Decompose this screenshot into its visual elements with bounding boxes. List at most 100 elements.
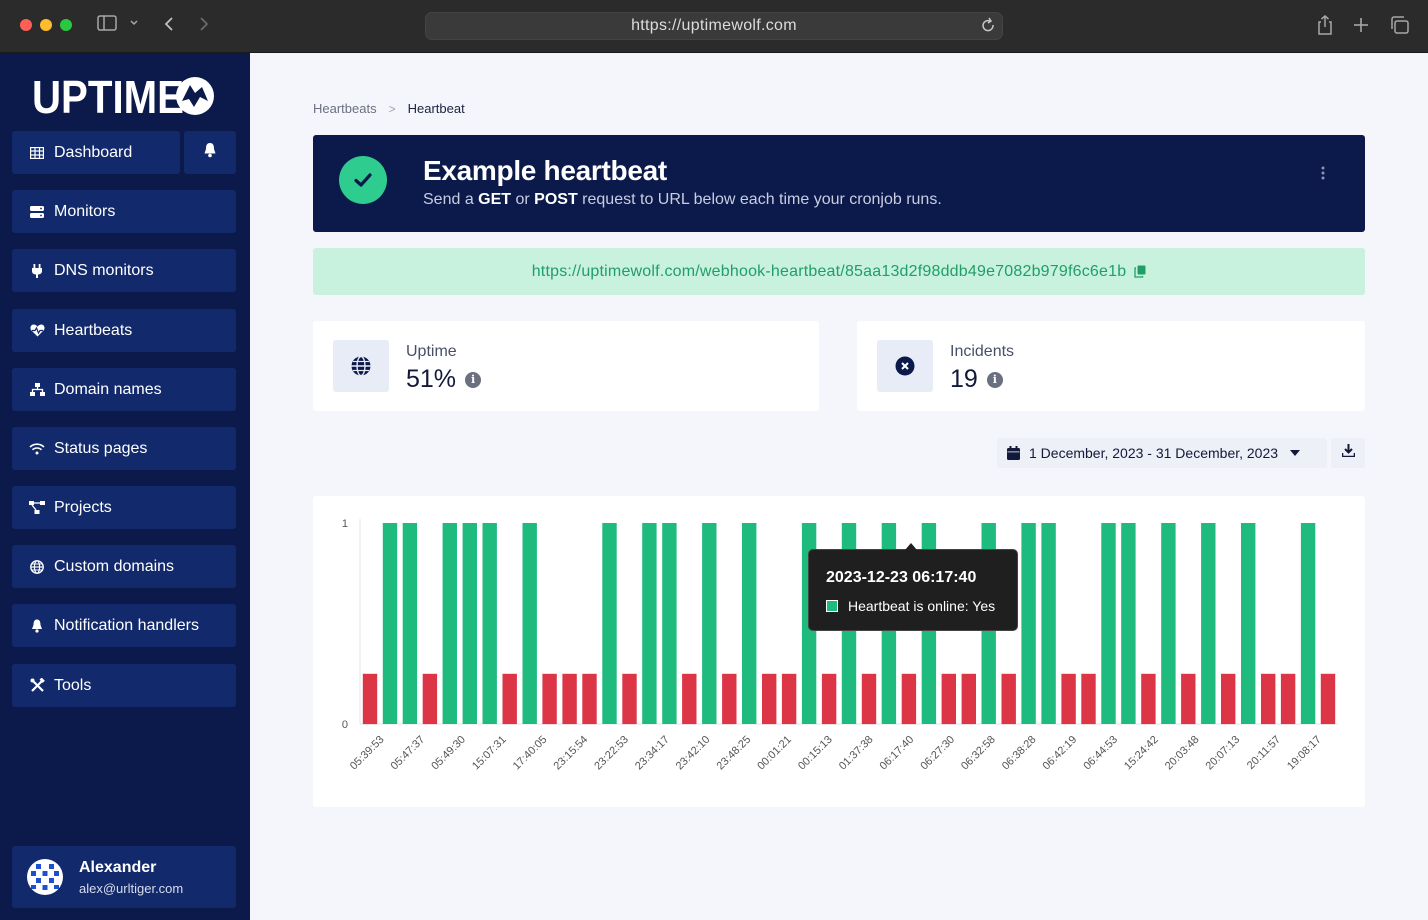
date-range-picker[interactable]: 1 December, 2023 - 31 December, 2023 [997,438,1327,468]
download-button[interactable] [1331,438,1365,468]
incidents-value: 19 [950,365,978,393]
online-bar[interactable] [1041,523,1056,724]
tabs-icon[interactable] [1390,14,1410,41]
main-content: Heartbeats > Heartbeat Example heartbeat… [250,53,1428,920]
sidebar-item-dashboard[interactable]: Dashboard [12,131,180,174]
x-tick-label: 06:38:28 [1000,734,1039,773]
sidebar-item-label: Monitors [54,202,116,220]
offline-bar[interactable] [762,673,777,725]
offline-bar[interactable] [781,673,797,725]
offline-bar[interactable] [901,673,917,725]
bell-icon [29,619,45,633]
back-icon[interactable] [163,14,175,39]
close-window-button[interactable] [20,19,32,31]
sidebar-item-projects[interactable]: Projects [12,486,236,529]
heartbeat-chart: 0 1 05:39:53 05:47:37 05:49:30 15:07:31 17:40:… [313,496,1365,807]
online-bar[interactable] [522,523,537,724]
online-bar[interactable] [702,523,717,724]
offline-bar[interactable] [542,673,557,725]
offline-bar[interactable] [1081,673,1096,725]
sidebar-toggle-icon[interactable] [97,14,117,37]
offline-bar[interactable] [1261,673,1276,725]
more-options-icon[interactable] [1321,165,1325,181]
uptimewolf-logo[interactable]: UPTIME [32,71,216,123]
online-bar[interactable] [382,523,398,724]
offline-bar[interactable] [821,673,837,725]
subtitle-get: GET [478,191,512,208]
zoom-window-button[interactable] [60,19,72,31]
x-tick-label: 06:32:58 [959,734,998,773]
sidebar-item-monitors[interactable]: Monitors [12,190,236,233]
notifications-button[interactable] [184,131,236,174]
online-bar[interactable] [662,523,677,724]
uptime-value: 51% [406,365,457,393]
online-bar[interactable] [1101,523,1116,724]
info-icon[interactable]: i [986,371,1003,388]
online-bar[interactable] [402,523,418,724]
reload-icon[interactable] [982,13,996,48]
x-tick-label: 06:27:30 [918,734,957,773]
offline-bar[interactable] [562,673,577,725]
online-bar[interactable] [442,523,457,724]
sidebar-item-tools[interactable]: Tools [12,664,236,707]
offline-bar[interactable] [362,673,378,725]
chevron-down-icon[interactable] [129,14,139,37]
webhook-url[interactable]: https://uptimewolf.com/webhook-heartbeat… [531,262,1127,280]
sidebar-item-heartbeats[interactable]: Heartbeats [12,309,236,352]
offline-bar[interactable] [1280,673,1296,725]
tooltip-title: 2023-12-23 06:17:40 [826,569,977,586]
offline-bar[interactable] [1141,673,1156,725]
x-tick-label: 00:15:13 [796,734,835,773]
offline-bar[interactable] [582,673,597,725]
online-bar[interactable] [602,523,617,724]
offline-bar[interactable] [622,673,637,725]
offline-bar[interactable] [1181,673,1196,725]
breadcrumb-parent[interactable]: Heartbeats [313,101,377,116]
online-bar[interactable] [1241,523,1256,724]
bell-icon [203,142,217,163]
new-tab-icon[interactable] [1352,14,1370,41]
offline-bar[interactable] [422,673,438,725]
x-tick-label: 23:48:25 [715,734,754,773]
heart-pulse-icon [29,324,45,337]
offline-bar[interactable] [722,673,737,725]
minimize-window-button[interactable] [40,19,52,31]
offline-bar[interactable] [502,673,517,725]
offline-bar[interactable] [1001,673,1016,725]
online-bar[interactable] [1201,523,1216,724]
offline-bar[interactable] [1061,673,1076,725]
online-bar[interactable] [1161,523,1176,724]
offline-bar[interactable] [682,673,697,725]
online-bar[interactable] [742,523,757,724]
online-bar[interactable] [1021,523,1036,724]
offline-bar[interactable] [941,673,956,725]
x-tick-label: 15:24:42 [1122,734,1161,773]
x-tick-label: 05:49:30 [429,734,468,773]
sidebar-item-dns-monitors[interactable]: DNS monitors [12,249,236,292]
sidebar-item-label: Tools [54,676,92,694]
sidebar-item-domain-names[interactable]: Domain names [12,368,236,411]
forward-icon[interactable] [198,14,210,39]
copy-icon[interactable] [1134,265,1146,278]
offline-bar[interactable] [861,673,877,725]
address-bar[interactable]: https://uptimewolf.com [425,12,1003,40]
offline-bar[interactable] [961,673,976,725]
chart-tooltip: 2023-12-23 06:17:40 Heartbeat is online:… [808,543,1018,631]
offline-bar[interactable] [1320,673,1336,725]
sidebar-item-custom-domains[interactable]: Custom domains [12,545,236,588]
share-icon[interactable] [1316,14,1334,41]
online-bar[interactable] [462,523,477,724]
y-tick-label: 1 [342,518,348,530]
user-card[interactable]: Alexander alex@urltiger.com [12,846,236,908]
sidebar-item-status-pages[interactable]: Status pages [12,427,236,470]
online-bar[interactable] [1300,523,1316,724]
info-icon[interactable]: i [465,371,482,388]
sidebar-item-notification-handlers[interactable]: Notification handlers [12,604,236,647]
online-bar[interactable] [1121,523,1136,724]
online-bar[interactable] [642,523,657,724]
tooltip-text: Heartbeat is online: Yes [848,598,996,614]
webhook-url-box[interactable]: https://uptimewolf.com/webhook-heartbeat… [313,248,1365,295]
offline-bar[interactable] [1221,673,1236,725]
online-bar[interactable] [482,523,497,724]
date-range-text: 1 December, 2023 - 31 December, 2023 [1029,445,1279,461]
